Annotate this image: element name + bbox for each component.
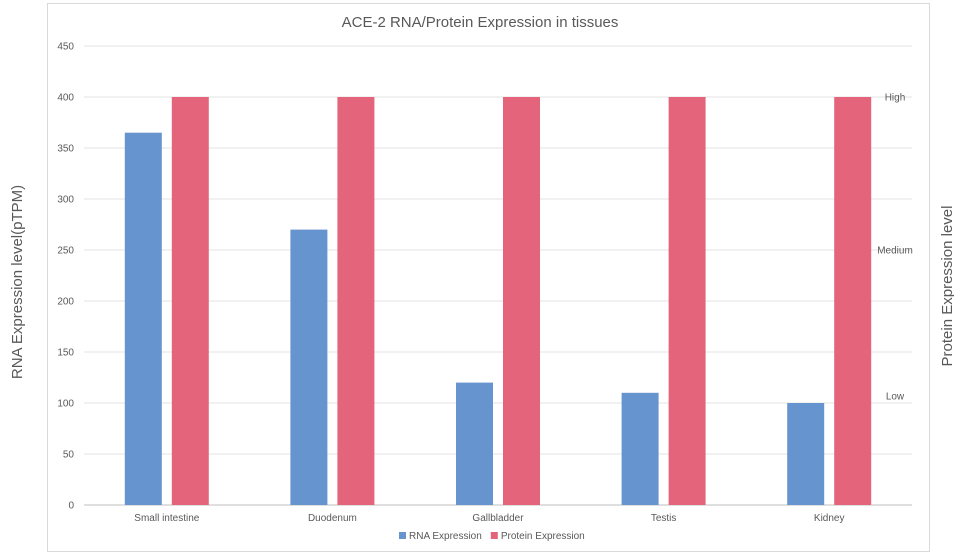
legend-swatch (490, 532, 498, 539)
y-axis-ticks: 0 50 100 150 200 250 300 350 400 450 (57, 42, 74, 512)
y-tick-label: 450 (57, 42, 74, 53)
legend-swatch (399, 532, 406, 539)
rna-expression-bar (290, 229, 328, 505)
protein-expression-bar (834, 97, 872, 505)
protein-expression-bar (503, 97, 540, 505)
y-tick-label: 100 (57, 399, 74, 410)
rna-expression-bar (621, 392, 659, 505)
secondary-y-tick-label: Low (886, 391, 905, 402)
secondary-y-axis-ticks: High Medium Low (877, 93, 913, 403)
x-axis-ticks: Small intestine Duodenum Gallbladder Testis… (134, 513, 844, 524)
x-tick-label: Testis (651, 513, 677, 524)
rna-expression-bar (124, 132, 162, 505)
x-tick-label: Kidney (814, 513, 845, 524)
secondary-y-axis-title: Protein Expression level (939, 206, 954, 367)
y-tick-label: 50 (63, 450, 75, 461)
chart-frame (47, 3, 930, 552)
y-tick-label: 350 (57, 144, 74, 155)
protein-expression-bar (337, 97, 375, 505)
gridlines (84, 45, 912, 506)
y-tick-label: 0 (68, 501, 74, 512)
legend-label: Protein Expression (501, 531, 585, 542)
legend-label: RNA Expression (409, 531, 482, 542)
protein-expression-bar (668, 97, 706, 505)
bars (124, 97, 872, 505)
secondary-y-tick-label: Medium (877, 246, 913, 257)
secondary-y-tick-label: High (885, 93, 906, 104)
y-tick-label: 200 (57, 297, 74, 308)
chart-title: ACE-2 RNA/Protein Expression in tissues (342, 14, 619, 31)
y-axis-title: RNA Expression level(pTPM) (9, 185, 26, 379)
y-tick-label: 400 (57, 93, 74, 104)
rna-expression-bar (787, 403, 825, 505)
y-tick-label: 150 (57, 348, 74, 359)
protein-expression-bar (171, 97, 209, 505)
rna-expression-bar (456, 382, 493, 505)
x-tick-label: Gallbladder (472, 513, 524, 524)
y-tick-label: 250 (57, 246, 74, 257)
legend: RNA Expression Protein Expression (399, 531, 585, 542)
y-tick-label: 300 (57, 195, 74, 206)
x-tick-label: Duodenum (308, 513, 357, 524)
x-tick-label: Small intestine (134, 513, 199, 524)
